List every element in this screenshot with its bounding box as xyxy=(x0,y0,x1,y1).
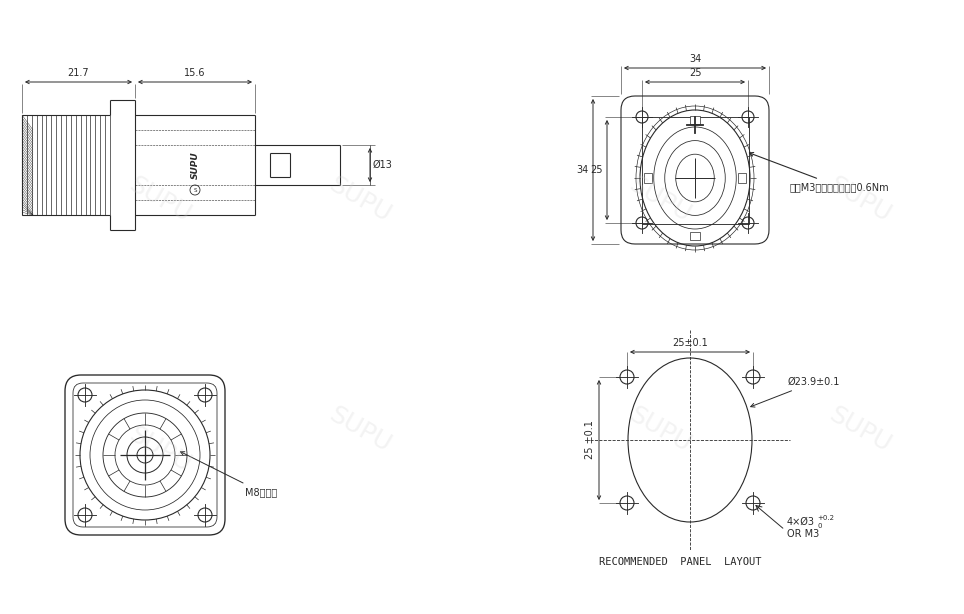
Text: SUPU: SUPU xyxy=(124,422,196,477)
Bar xyxy=(690,232,700,240)
Text: SUPU: SUPU xyxy=(625,173,695,227)
Text: Ø23.9±0.1: Ø23.9±0.1 xyxy=(751,377,841,407)
Text: 15.6: 15.6 xyxy=(184,68,205,78)
Text: 0: 0 xyxy=(817,523,821,529)
Text: SUPU: SUPU xyxy=(625,403,695,457)
Text: 25: 25 xyxy=(688,68,701,78)
Text: +0.2: +0.2 xyxy=(817,515,834,521)
Text: SUPU: SUPU xyxy=(124,173,196,227)
Text: S: S xyxy=(193,187,197,193)
Text: OR M3: OR M3 xyxy=(787,529,819,539)
Text: SUPU: SUPU xyxy=(825,403,896,457)
Text: 25: 25 xyxy=(591,165,603,175)
Text: 25 ±0.1: 25 ±0.1 xyxy=(585,421,595,459)
Text: 34: 34 xyxy=(689,54,701,64)
Bar xyxy=(737,173,746,183)
Bar xyxy=(644,173,653,183)
Text: M8内螺纹: M8内螺纹 xyxy=(180,452,278,497)
Text: 25±0.1: 25±0.1 xyxy=(672,338,708,348)
Text: RECOMMENDED  PANEL  LAYOUT: RECOMMENDED PANEL LAYOUT xyxy=(599,557,762,567)
Text: Ø13: Ø13 xyxy=(373,160,393,170)
Text: 21.7: 21.7 xyxy=(67,68,90,78)
Text: 推荐M3组合螺丝，扭知0.6Nm: 推荐M3组合螺丝，扭知0.6Nm xyxy=(749,152,890,192)
Bar xyxy=(641,117,748,223)
Bar xyxy=(690,116,700,124)
Text: SUPU: SUPU xyxy=(825,173,896,227)
Text: SUPU: SUPU xyxy=(325,403,395,457)
Text: SUPU: SUPU xyxy=(325,173,395,227)
Text: 4×Ø3: 4×Ø3 xyxy=(787,517,815,527)
Text: SUPU: SUPU xyxy=(191,151,200,179)
Text: 34: 34 xyxy=(576,165,589,175)
